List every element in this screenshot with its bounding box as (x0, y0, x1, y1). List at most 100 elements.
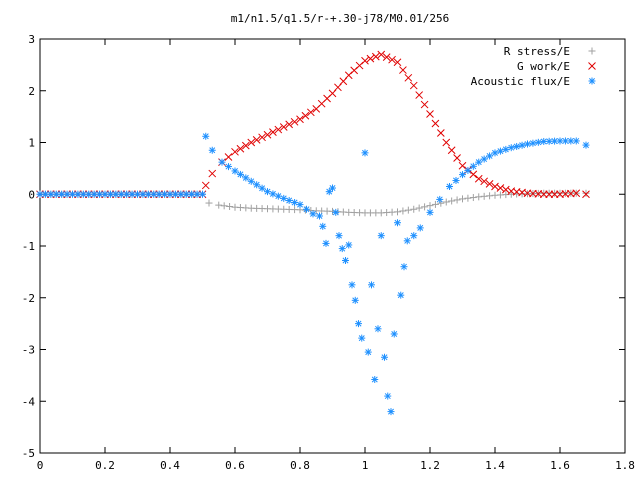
data-point (231, 147, 239, 156)
data-point (381, 353, 388, 361)
data-point (351, 296, 359, 304)
data-point (416, 224, 424, 232)
legend-label: R stress/E (504, 45, 570, 58)
data-point (208, 146, 216, 154)
data-point (218, 158, 226, 166)
data-point (459, 195, 466, 203)
data-point (491, 149, 499, 157)
data-point (236, 144, 245, 153)
x-tick-label: 0.8 (290, 459, 310, 472)
data-point (106, 190, 114, 198)
chart-title: m1/n1.5/q1.5/r-+.30-j78/M0.01/256 (231, 12, 450, 25)
data-point (155, 190, 163, 198)
data-point (436, 129, 445, 137)
data-point (296, 115, 304, 124)
x-tick-label: 1.6 (550, 459, 570, 472)
data-point (205, 199, 213, 207)
data-point (161, 190, 169, 198)
x-tick-label: 1.4 (485, 459, 505, 472)
data-point (393, 58, 402, 67)
data-point (421, 203, 429, 211)
data-point (480, 155, 488, 163)
y-tick-label: 1 (28, 137, 35, 150)
data-point (436, 195, 444, 203)
data-point (426, 208, 434, 216)
data-point (258, 133, 266, 142)
data-point (303, 205, 310, 213)
data-point (420, 100, 429, 109)
data-point (453, 154, 461, 162)
data-point (399, 66, 407, 74)
data-point (534, 138, 542, 146)
y-tick-label: 2 (28, 85, 35, 98)
data-point (342, 256, 349, 264)
data-point (390, 330, 398, 338)
data-point (201, 181, 210, 190)
data-point (469, 194, 477, 202)
data-point (368, 281, 375, 289)
data-point (52, 190, 60, 198)
x-tick-label: 1.8 (615, 459, 635, 472)
data-point (394, 219, 401, 227)
data-point (242, 174, 250, 182)
data-point (403, 237, 411, 245)
legend-label: Acoustic flux/E (471, 75, 570, 88)
data-point (316, 212, 323, 220)
data-point (112, 190, 120, 198)
data-point (374, 325, 382, 333)
data-point (382, 53, 391, 61)
data-point (358, 334, 366, 342)
data-point (364, 348, 372, 356)
data-point (208, 169, 217, 178)
data-point (96, 190, 104, 198)
data-point (90, 190, 98, 198)
data-point (501, 185, 510, 194)
series-2 (36, 132, 590, 416)
data-point (545, 190, 554, 199)
data-point (453, 196, 461, 204)
data-point (79, 190, 87, 198)
data-point (291, 206, 299, 214)
data-point (551, 137, 559, 145)
data-point (480, 192, 488, 200)
y-tick-label: -1 (22, 240, 35, 253)
data-point (274, 125, 283, 134)
data-point (323, 207, 331, 215)
data-point (448, 197, 456, 205)
data-point (400, 263, 408, 271)
data-point (387, 408, 395, 416)
data-point (388, 208, 396, 216)
data-point (366, 54, 375, 63)
data-point (236, 170, 244, 178)
y-tick-label: -5 (22, 447, 35, 460)
data-point (280, 194, 288, 202)
data-point (496, 147, 504, 155)
y-tick-label: -4 (22, 395, 36, 408)
data-point (348, 281, 356, 289)
data-point (224, 153, 233, 161)
x-tick-label: 0.6 (225, 459, 245, 472)
data-point (529, 139, 537, 147)
data-point (410, 205, 418, 213)
data-point (459, 171, 466, 179)
data-point (415, 91, 424, 99)
data-point (399, 207, 407, 215)
data-point (226, 202, 234, 210)
data-point (507, 144, 515, 152)
data-point (550, 190, 559, 199)
data-points (36, 50, 590, 416)
data-point (464, 166, 472, 174)
data-point (264, 188, 271, 196)
data-point (485, 180, 494, 188)
data-point (567, 137, 575, 145)
data-point (253, 181, 261, 189)
data-point (355, 320, 362, 328)
series-1 (36, 50, 590, 199)
x-tick-label: 0 (37, 459, 44, 472)
data-point (447, 146, 456, 155)
data-point (291, 199, 299, 207)
data-point (409, 81, 418, 90)
data-point (556, 137, 564, 145)
data-point (426, 110, 434, 118)
data-point (371, 52, 380, 61)
